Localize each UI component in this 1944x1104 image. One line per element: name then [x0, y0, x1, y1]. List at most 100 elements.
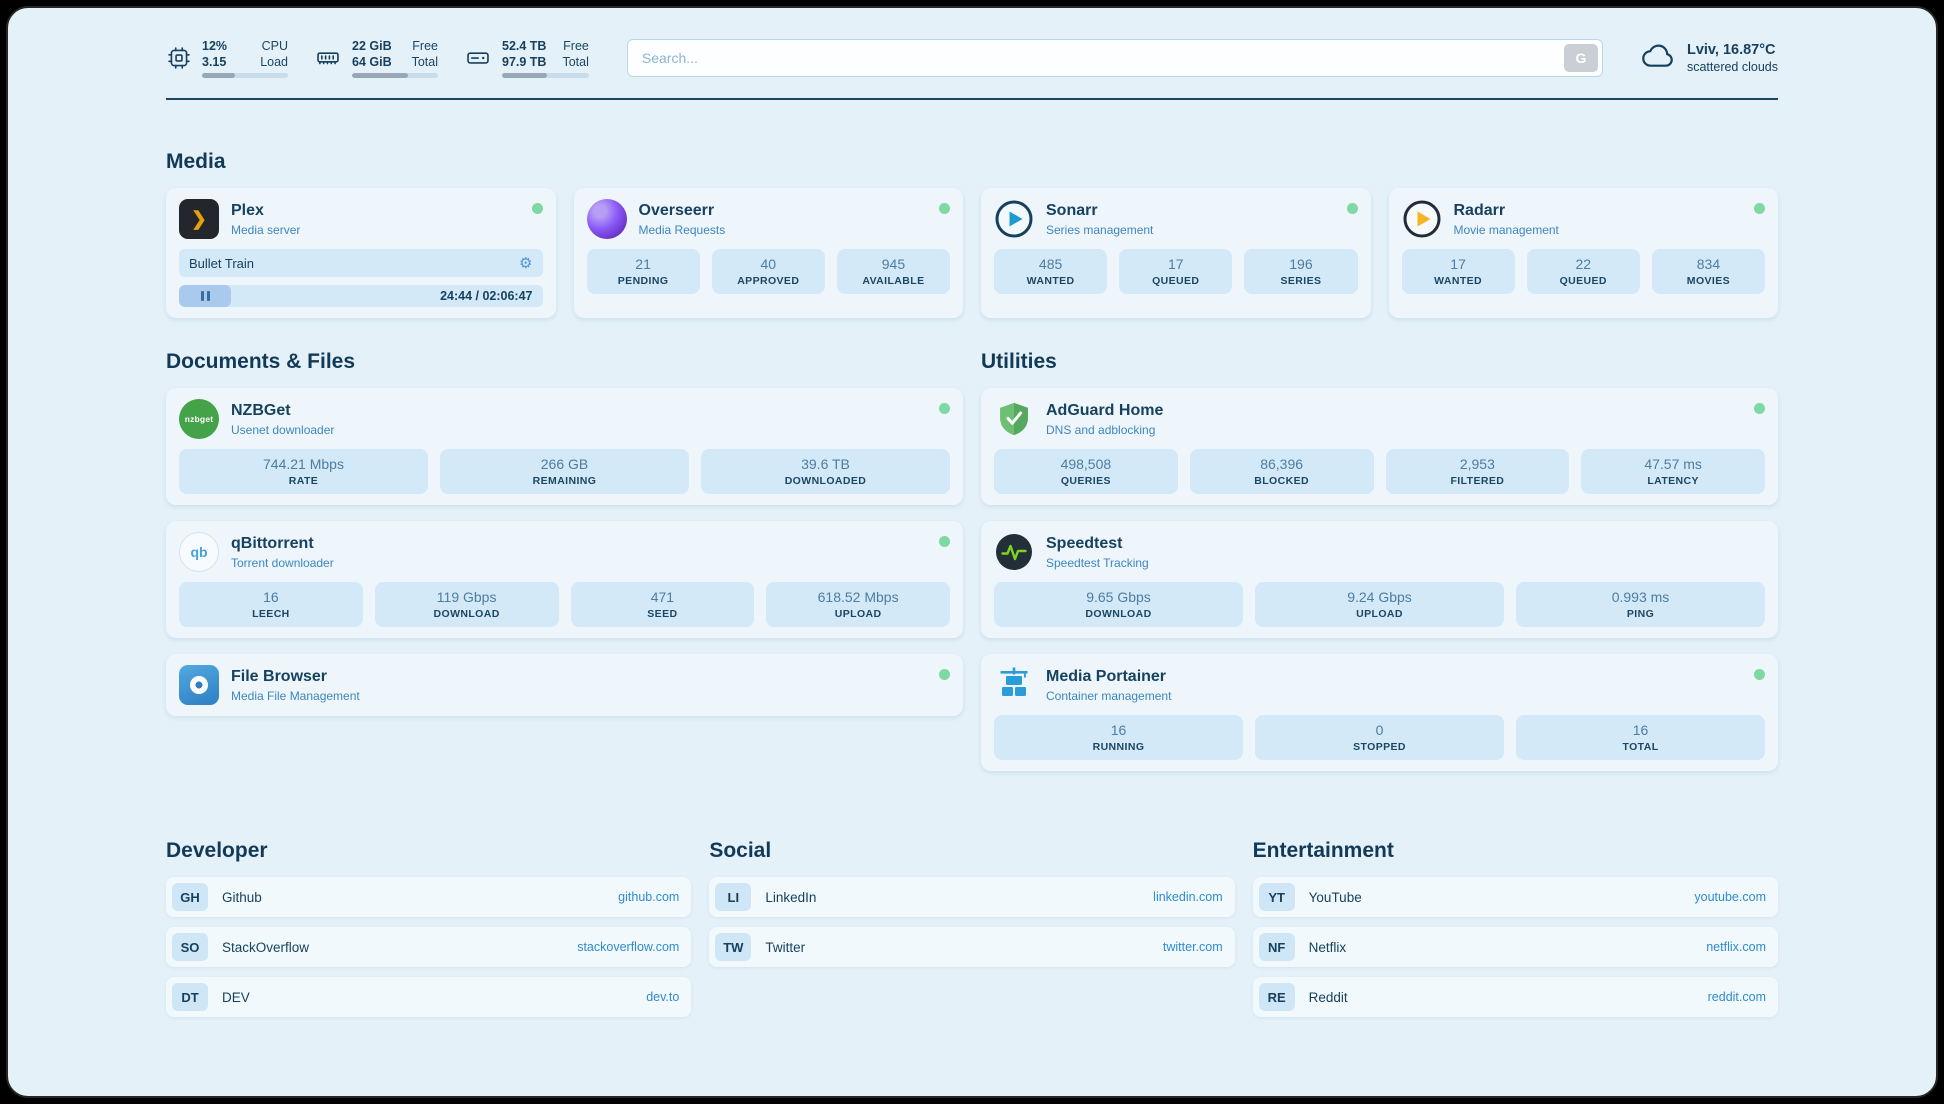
bookmark-github[interactable]: GH Github github.com: [166, 877, 692, 917]
bookmark-netflix[interactable]: NF Netflix netflix.com: [1252, 927, 1778, 967]
app-name[interactable]: Plex: [231, 201, 264, 219]
stat-label: BLOCKED: [1254, 475, 1309, 487]
app-meta: AdGuard Home DNS and adblocking: [1046, 402, 1163, 437]
bookmarks-area: Developer GH Github github.com SO StackO…: [166, 839, 1778, 1027]
weather-widget[interactable]: Lviv, 16.87°C scattered clouds: [1641, 42, 1778, 75]
disk-free-label: Free: [563, 39, 589, 53]
bookmark-name: Github: [222, 889, 262, 905]
app-name[interactable]: Radarr: [1453, 201, 1506, 219]
qbittorrent-card[interactable]: qb qBittorrent Torrent downloader 16 LEEC…: [166, 521, 963, 638]
cpu-percent: 12%: [202, 39, 228, 53]
plex-chevron-glyph: ❯: [191, 208, 207, 230]
app-meta: Radarr Movie management: [1454, 202, 1559, 237]
stat-label: WANTED: [1026, 275, 1075, 287]
bookmark-group-entertainment: Entertainment YT YouTube youtube.com NF …: [1252, 839, 1778, 1027]
bookmark-link[interactable]: stackoverflow.com: [577, 940, 680, 954]
stat-value: 2,953: [1459, 456, 1495, 472]
bookmark-link[interactable]: dev.to: [646, 990, 680, 1004]
radarr-icon[interactable]: [1402, 199, 1442, 239]
portainer-card[interactable]: Media Portainer Container management 16 R…: [981, 654, 1778, 771]
now-playing-bar: Bullet Train ⚙: [179, 249, 543, 277]
bookmark-abbr: LI: [715, 883, 752, 911]
plex-icon[interactable]: ❯: [179, 199, 219, 239]
bookmark-twitter[interactable]: TW Twitter twitter.com: [709, 927, 1235, 967]
playback-progress-bar[interactable]: 24:44 / 02:06:47: [179, 285, 543, 307]
stat-label: REMAINING: [532, 475, 597, 487]
app-name[interactable]: NZBGet: [231, 401, 291, 419]
status-indicator: [1754, 669, 1765, 680]
search-input[interactable]: [626, 39, 1603, 77]
sonarr-icon[interactable]: [994, 199, 1034, 239]
stat-latency: 47.57 ms LATENCY: [1581, 449, 1765, 494]
app-subtitle: Usenet downloader: [231, 422, 335, 437]
search-engine-button[interactable]: G: [1563, 44, 1598, 72]
bookmark-link[interactable]: linkedin.com: [1153, 890, 1223, 904]
app-subtitle: Movie management: [1453, 222, 1559, 237]
stat-value: 17: [1167, 256, 1184, 272]
pause-button[interactable]: [179, 285, 231, 307]
stat-value: 39.6 TB: [801, 456, 850, 472]
bookmark-link[interactable]: twitter.com: [1162, 940, 1223, 954]
cloud-icon: [1641, 42, 1677, 75]
overseerr-card[interactable]: Overseerr Media Requests 21 PENDING 40 APP…: [573, 188, 963, 318]
app-name[interactable]: qBittorrent: [231, 534, 314, 552]
app-subtitle: Media Requests: [638, 222, 726, 237]
app-name[interactable]: Media Portainer: [1046, 667, 1167, 685]
app-name[interactable]: Overseerr: [638, 201, 715, 219]
bookmark-link[interactable]: youtube.com: [1694, 890, 1766, 904]
card-header: Overseerr Media Requests: [586, 199, 950, 239]
speedtest-card[interactable]: Speedtest Speedtest Tracking 9.65 Gbps DO…: [981, 521, 1778, 638]
stat-downloaded: 39.6 TB DOWNLOADED: [701, 449, 950, 494]
stat-label: UPLOAD: [834, 608, 882, 620]
app-meta: File Browser Media File Management: [231, 668, 360, 703]
adguard-card[interactable]: AdGuard Home DNS and adblocking 498,508 Q…: [981, 388, 1778, 505]
bookmark-link[interactable]: netflix.com: [1706, 940, 1766, 954]
nzbget-card[interactable]: nzbget NZBGet Usenet downloader 744.21 M…: [166, 388, 963, 505]
weather-condition: scattered clouds: [1686, 60, 1778, 74]
app-name[interactable]: Speedtest: [1046, 534, 1123, 552]
app-name[interactable]: AdGuard Home: [1046, 401, 1164, 419]
cpu-load-label: Load: [260, 55, 288, 69]
bookmark-group-title: Developer: [166, 839, 268, 862]
app-subtitle: DNS and adblocking: [1046, 422, 1156, 437]
qbittorrent-icon[interactable]: qb: [179, 532, 219, 572]
stat-wanted: 17 WANTED: [1401, 249, 1515, 294]
plex-card[interactable]: ❯ Plex Media server Bullet Train ⚙ 24:44…: [166, 188, 556, 318]
speedtest-icon[interactable]: [994, 532, 1034, 572]
stat-queued: 22 QUEUED: [1526, 249, 1640, 294]
documents-column: Documents & Files nzbget NZBGet Usenet d…: [166, 350, 963, 732]
settings-gear-icon[interactable]: ⚙: [519, 255, 533, 272]
bookmark-stackoverflow[interactable]: SO StackOverflow stackoverflow.com: [166, 927, 692, 967]
filebrowser-icon[interactable]: [179, 665, 219, 705]
sonarr-card[interactable]: Sonarr Series management 485 WANTED 17 QUE…: [981, 188, 1371, 318]
stat-available: 945 AVAILABLE: [836, 249, 951, 294]
stat-pending: 21 PENDING: [586, 249, 700, 294]
bookmark-reddit[interactable]: RE Reddit reddit.com: [1252, 977, 1778, 1017]
bookmark-name: DEV: [222, 989, 250, 1005]
radarr-card[interactable]: Radarr Movie management 17 WANTED 22 QUEUE…: [1388, 188, 1778, 318]
bookmark-dev[interactable]: DT DEV dev.to: [166, 977, 692, 1017]
portainer-icon[interactable]: [994, 665, 1034, 705]
adguard-icon[interactable]: [994, 399, 1034, 439]
stat-blocked: 86,396 BLOCKED: [1189, 449, 1374, 494]
app-subtitle: Media server: [231, 222, 301, 237]
bookmark-youtube[interactable]: YT YouTube youtube.com: [1252, 877, 1778, 917]
bookmark-link[interactable]: github.com: [618, 890, 680, 904]
bookmark-linkedin[interactable]: LI LinkedIn linkedin.com: [709, 877, 1235, 917]
bookmark-link[interactable]: reddit.com: [1707, 990, 1766, 1004]
ram-stats: 22 GiB Free 64 GiB Total: [352, 38, 438, 78]
ram-total-value: 64 GiB: [352, 55, 392, 69]
overseerr-icon[interactable]: [586, 199, 627, 239]
stat-upload: 9.24 Gbps UPLOAD: [1255, 582, 1504, 627]
bookmark-name: Twitter: [765, 939, 806, 955]
app-name[interactable]: File Browser: [231, 667, 328, 685]
stats-row: 498,508 QUERIES 86,396 BLOCKED 2,953 FILTER…: [994, 449, 1765, 494]
nzbget-icon[interactable]: nzbget: [179, 399, 219, 439]
ram-free-label: Free: [412, 39, 438, 53]
weather-location: Lviv, 16.87°C: [1686, 42, 1776, 58]
filebrowser-card[interactable]: File Browser Media File Management: [166, 654, 963, 716]
stat-label: TOTAL: [1622, 741, 1659, 753]
stat-queries: 498,508 QUERIES: [994, 449, 1178, 494]
app-name[interactable]: Sonarr: [1046, 201, 1098, 219]
stat-value: 16: [263, 589, 279, 605]
